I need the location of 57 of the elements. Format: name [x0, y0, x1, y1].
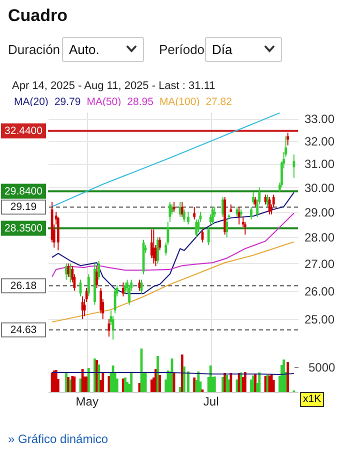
- candlestick: [122, 282, 124, 297]
- candlestick: [182, 208, 186, 222]
- y-tick-label: 25.00: [304, 312, 335, 327]
- line-series: [52, 241, 294, 323]
- candlestick: [156, 236, 159, 264]
- candlestick: [207, 226, 210, 246]
- y-tick-label: 31.00: [304, 157, 335, 172]
- candlestick: [87, 274, 90, 297]
- candlestick: [195, 218, 198, 238]
- y-tick-label: 26.00: [304, 284, 335, 298]
- candlestick: [252, 192, 254, 205]
- ref-line-label: 24.63: [10, 324, 37, 336]
- candlestick: [292, 154, 296, 178]
- text: 29.79: [54, 96, 81, 108]
- ref-line-label: 28.3500: [4, 222, 43, 234]
- ref-line-label: 26.18: [10, 280, 37, 292]
- candlestick: [238, 206, 240, 225]
- dropdown-field: Auto.: [62, 37, 144, 62]
- x-tick-label: May: [76, 394, 98, 408]
- candlestick: [114, 287, 116, 314]
- text: Período: [159, 42, 205, 57]
- candlestick: [158, 236, 161, 251]
- text: Duración: [8, 42, 60, 57]
- y-tick-label: 29.00: [304, 205, 335, 220]
- candlestick: [211, 206, 214, 225]
- candlestick: [226, 218, 228, 238]
- y-tick-label: 33.00: [304, 112, 335, 126]
- y-tick-label: 32.00: [304, 134, 335, 148]
- candlestick: [96, 266, 98, 288]
- candlestick: [193, 206, 196, 220]
- text: MA(20): [14, 96, 48, 108]
- chart-title: Cuadro: [8, 6, 68, 26]
- ref-line-label: 29.19: [10, 201, 37, 214]
- x-tick-label: Jul: [203, 394, 219, 408]
- candlestick: [250, 206, 252, 220]
- y-tick-label: 27.00: [304, 257, 335, 271]
- text: MA(100): [159, 96, 200, 108]
- candlestick: [244, 221, 246, 236]
- ref-line-label: 29.8400: [4, 185, 43, 198]
- y-tick-label: 28.00: [304, 230, 335, 245]
- y2-tick-label: 5000: [308, 360, 336, 374]
- ref-line-label: 32.4400: [4, 124, 43, 137]
- line-series: [52, 112, 280, 208]
- dropdown-field: Día: [205, 37, 282, 62]
- text: 28.95: [127, 96, 154, 108]
- y-tick-label: 30.00: [304, 180, 335, 195]
- chart-subtitle: Apr 14, 2025 - Aug 11, 2025 - Last : 31.11: [12, 80, 216, 92]
- text: MA(50): [86, 96, 122, 108]
- candlestick: [187, 211, 190, 225]
- line-series: [52, 212, 294, 278]
- candlestick: [254, 196, 257, 208]
- candlestick: [286, 132, 290, 146]
- text: » Gráfico dinámico: [8, 432, 108, 446]
- candlestick: [67, 263, 70, 278]
- text: 27.82: [206, 96, 232, 108]
- y2-axis-title: x1K: [300, 392, 324, 407]
- candlestick: [81, 296, 84, 320]
